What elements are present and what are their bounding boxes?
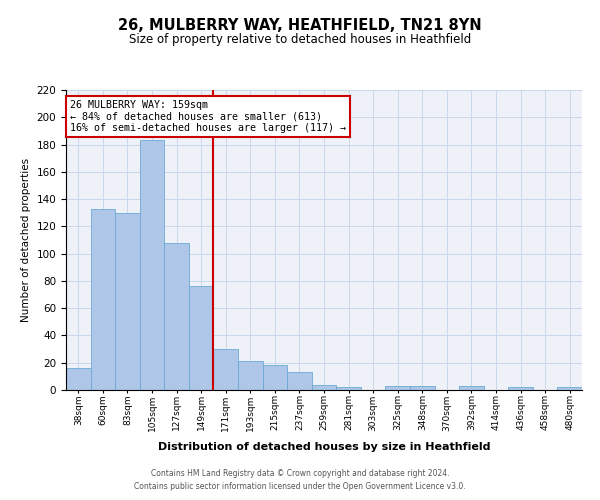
Bar [140,140,164,390]
Bar [214,349,238,390]
Text: Distribution of detached houses by size in Heathfield: Distribution of detached houses by size … [158,442,490,452]
Bar [263,366,287,390]
Bar [238,362,263,390]
Bar [385,386,410,390]
Bar [189,286,214,390]
Bar [115,212,140,390]
Bar [91,208,115,390]
Bar [66,368,91,390]
Bar [287,372,312,390]
Bar [508,388,533,390]
Bar [557,388,582,390]
Bar [459,386,484,390]
Text: 26 MULBERRY WAY: 159sqm
← 84% of detached houses are smaller (613)
16% of semi-d: 26 MULBERRY WAY: 159sqm ← 84% of detache… [70,100,346,132]
Bar [410,386,434,390]
Bar [164,242,189,390]
Bar [336,388,361,390]
Bar [312,384,336,390]
Y-axis label: Number of detached properties: Number of detached properties [21,158,31,322]
Text: 26, MULBERRY WAY, HEATHFIELD, TN21 8YN: 26, MULBERRY WAY, HEATHFIELD, TN21 8YN [118,18,482,32]
Text: Contains HM Land Registry data © Crown copyright and database right 2024.
Contai: Contains HM Land Registry data © Crown c… [134,470,466,491]
Text: Size of property relative to detached houses in Heathfield: Size of property relative to detached ho… [129,32,471,46]
